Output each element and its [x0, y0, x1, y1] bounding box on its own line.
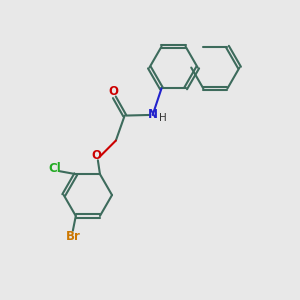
Text: Br: Br — [65, 230, 80, 243]
Text: H: H — [159, 113, 167, 123]
Text: O: O — [91, 149, 101, 162]
Text: Cl: Cl — [48, 162, 61, 175]
Text: N: N — [148, 109, 158, 122]
Text: O: O — [108, 85, 118, 98]
